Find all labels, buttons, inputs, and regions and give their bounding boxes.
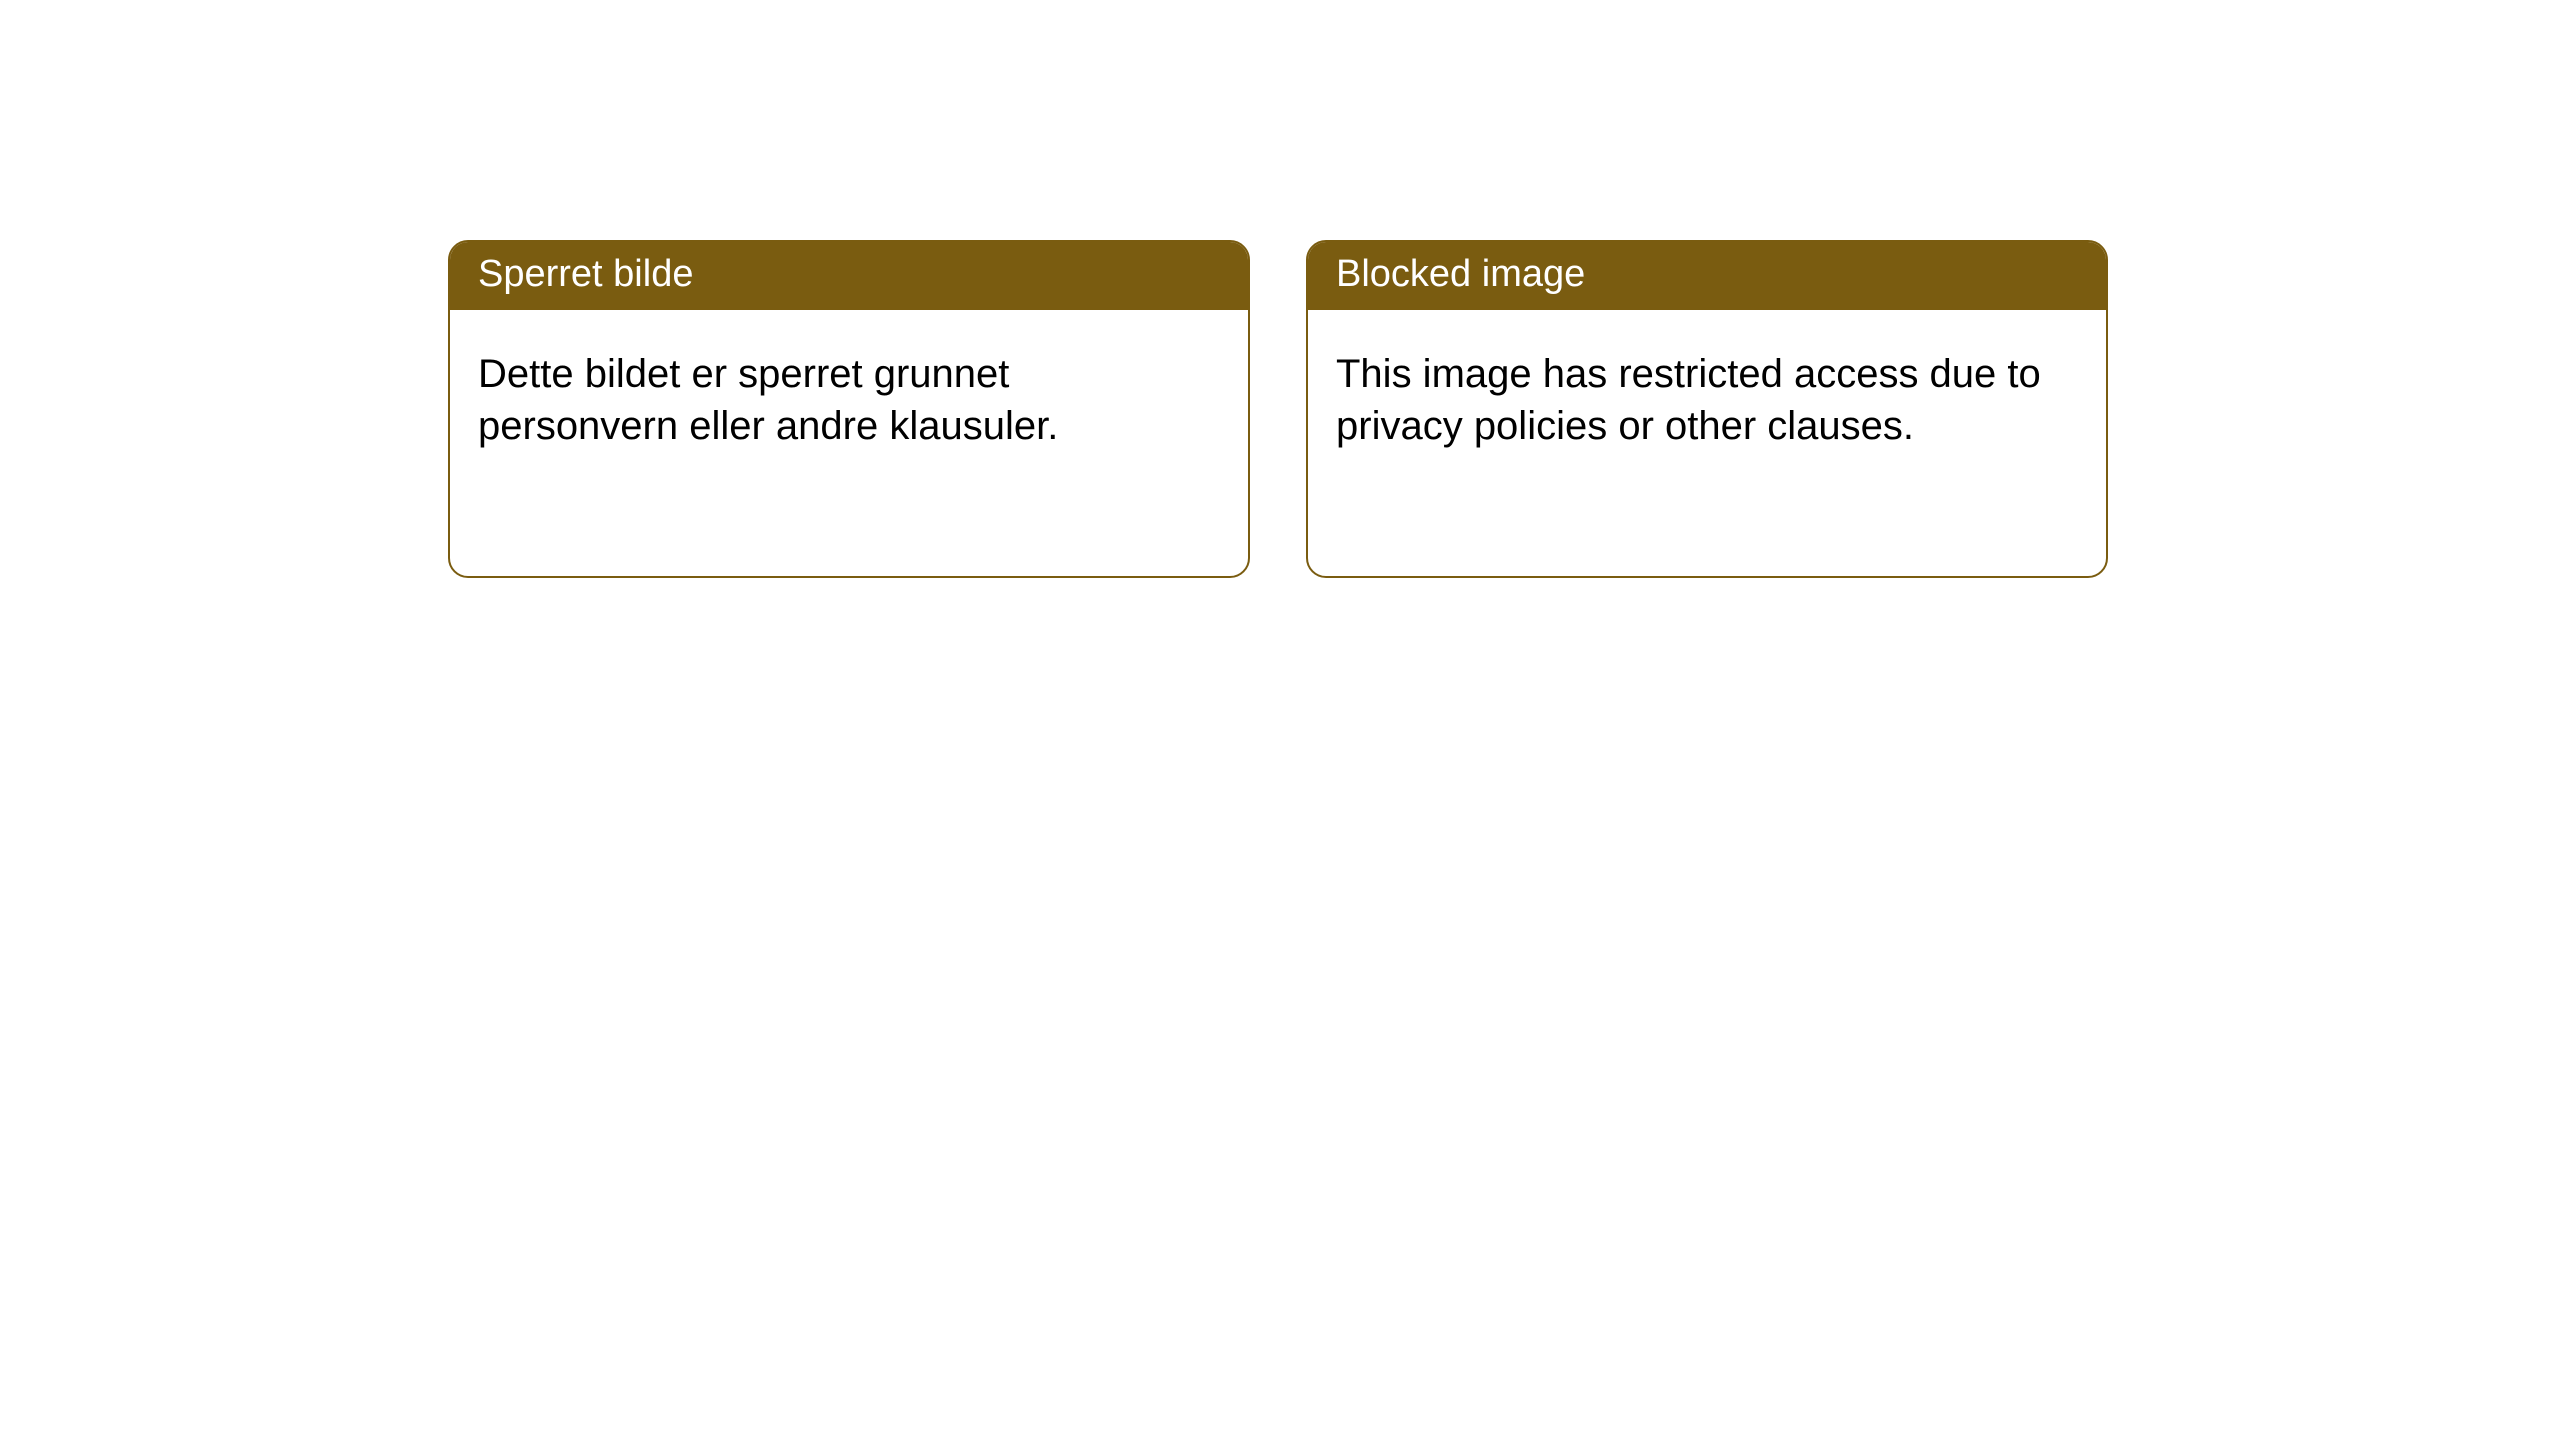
notice-card-no: Sperret bilde Dette bildet er sperret gr… [448, 240, 1250, 578]
card-body: Dette bildet er sperret grunnet personve… [450, 310, 1248, 482]
card-header: Blocked image [1308, 242, 2106, 310]
notice-container: Sperret bilde Dette bildet er sperret gr… [448, 240, 2108, 578]
card-message: Dette bildet er sperret grunnet personve… [478, 352, 1058, 449]
card-header: Sperret bilde [450, 242, 1248, 310]
card-title: Blocked image [1336, 253, 1585, 295]
notice-card-en: Blocked image This image has restricted … [1306, 240, 2108, 578]
card-message: This image has restricted access due to … [1336, 352, 2041, 449]
card-title: Sperret bilde [478, 253, 693, 295]
card-body: This image has restricted access due to … [1308, 310, 2106, 482]
